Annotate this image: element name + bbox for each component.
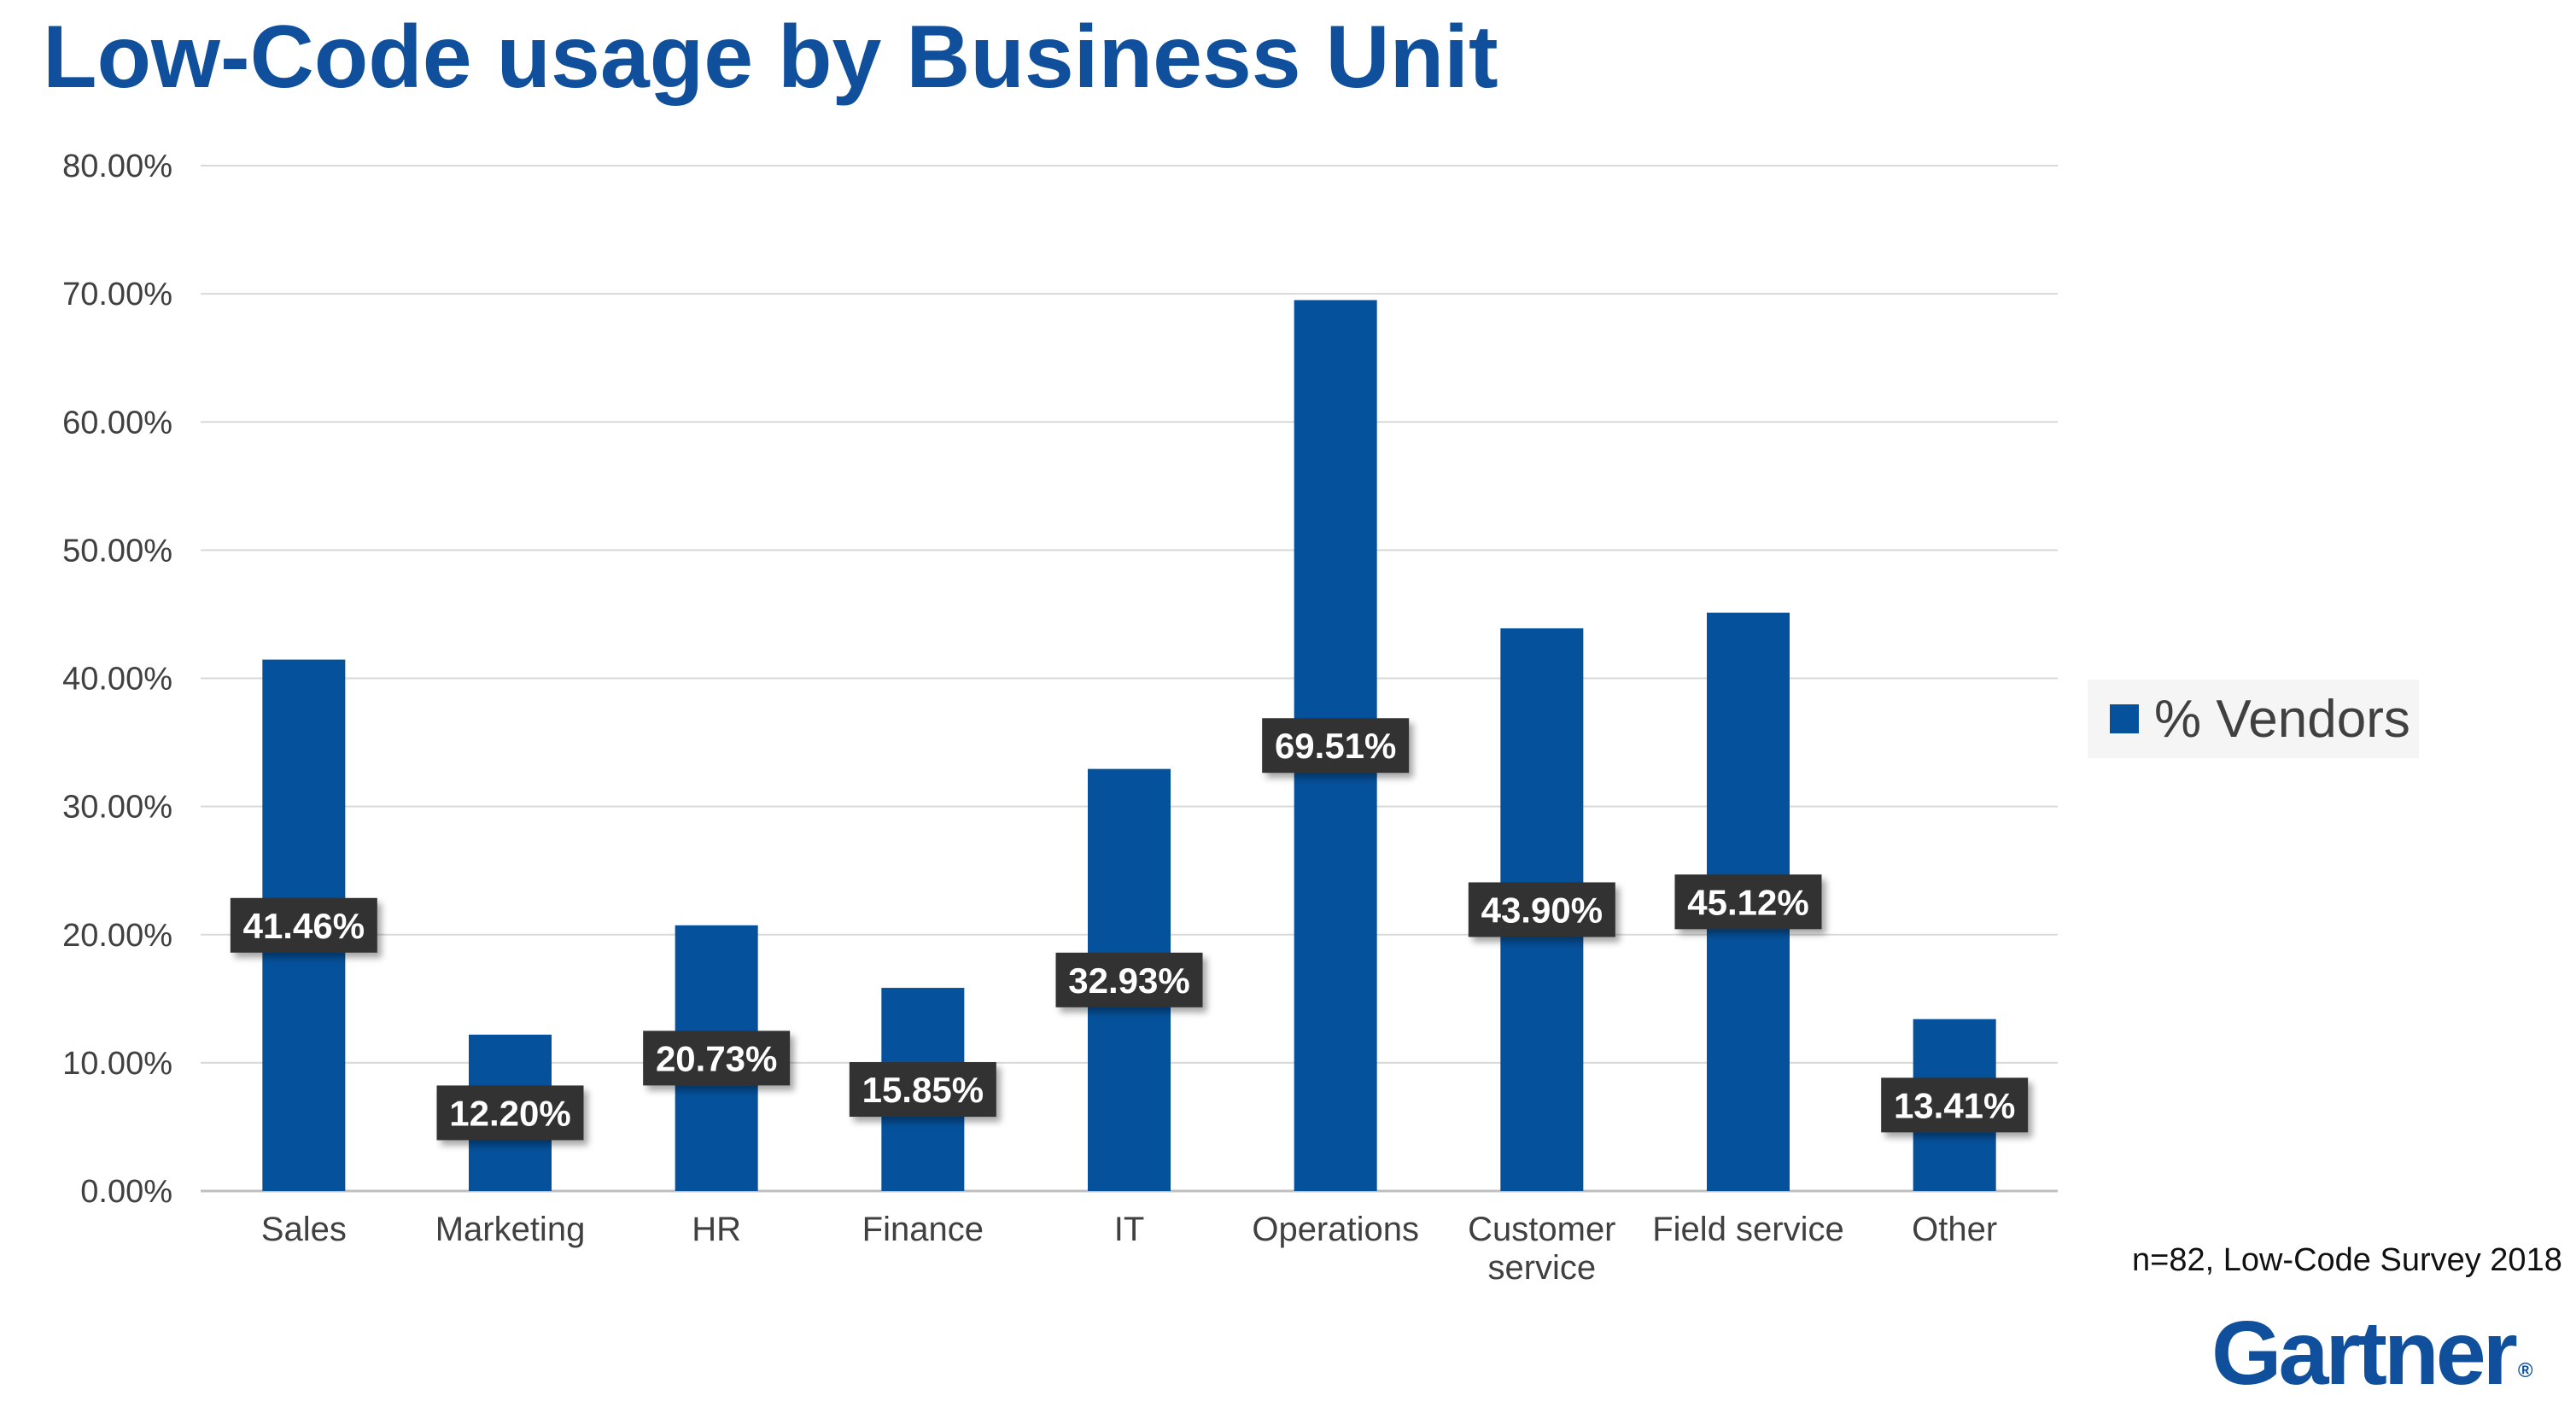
legend-label: % Vendors: [2154, 689, 2410, 749]
data-label: 12.20%: [436, 1085, 584, 1141]
x-tick-label: Field service: [1652, 1211, 1844, 1248]
page-title: Low-Code usage by Business Unit: [43, 8, 1498, 107]
x-tick-label: HR: [692, 1211, 741, 1248]
data-label: 45.12%: [1674, 874, 1822, 930]
data-label: 69.51%: [1262, 718, 1410, 774]
y-tick-label: 40.00%: [62, 662, 172, 698]
data-label-box: [643, 1030, 791, 1086]
data-label: 13.41%: [1881, 1077, 2029, 1133]
data-label-text: 15.85%: [862, 1070, 984, 1110]
y-tick-label: 80.00%: [62, 149, 172, 184]
data-label-box: [1055, 952, 1203, 1007]
y-axis-tick-labels: 0.00% 10.00% 20.00% 30.00% 40.00% 50.00% 60.00…: [62, 149, 172, 1210]
x-tick-label: Finance: [862, 1211, 984, 1248]
y-tick-label: 20.00%: [62, 918, 172, 954]
data-label-box: [1674, 874, 1822, 930]
x-tick-label: Other: [1912, 1211, 1997, 1248]
y-tick-label: 60.00%: [62, 405, 172, 441]
x-tick-label: service: [1487, 1249, 1596, 1287]
legend: % Vendors: [2088, 680, 2419, 758]
data-label-text: 43.90%: [1481, 890, 1603, 930]
data-label: 32.93%: [1055, 952, 1203, 1007]
x-tick-label: Operations: [1252, 1211, 1419, 1248]
data-label-box: [230, 897, 377, 953]
data-label-text: 13.41%: [1894, 1085, 2015, 1125]
gartner-logo: Gartner ®: [2211, 1302, 2533, 1405]
data-label-text: 45.12%: [1687, 882, 1808, 922]
brand-name: Gartner: [2211, 1303, 2518, 1404]
data-labels: 41.46% 12.20% 20.73% 15.85% 32.93% 69.51% 43.9…: [230, 718, 2029, 1141]
x-tick-label: Customer: [1468, 1211, 1615, 1248]
x-axis-tick-labels: Sales Marketing HR Finance IT Operations Custo…: [261, 1211, 1997, 1287]
data-label-text: 12.20%: [449, 1093, 570, 1133]
data-label-box: [1262, 718, 1410, 774]
x-tick-label: Sales: [261, 1211, 347, 1248]
data-label-box: [1881, 1077, 2029, 1133]
data-label: 15.85%: [849, 1062, 996, 1118]
data-label-box: [849, 1062, 996, 1118]
y-tick-label: 10.00%: [62, 1046, 172, 1082]
source-note: n=82, Low-Code Survey 2018: [2132, 1242, 2562, 1278]
data-label: 41.46%: [230, 897, 377, 953]
data-label-text: 41.46%: [243, 906, 365, 946]
data-label-box: [436, 1085, 584, 1141]
y-tick-label: 70.00%: [62, 277, 172, 312]
bars: [262, 300, 1996, 1191]
y-tick-label: 30.00%: [62, 790, 172, 826]
data-label-text: 69.51%: [1275, 726, 1396, 766]
data-label: 43.90%: [1468, 882, 1615, 937]
y-tick-label: 0.00%: [80, 1174, 172, 1210]
data-label-box: [1468, 882, 1615, 937]
data-label-text: 20.73%: [656, 1038, 777, 1078]
x-tick-label: Marketing: [435, 1211, 586, 1248]
x-tick-label: IT: [1114, 1211, 1145, 1248]
registered-mark: ®: [2517, 1359, 2533, 1382]
legend-swatch: [2110, 704, 2139, 733]
data-label-text: 32.93%: [1068, 960, 1189, 1001]
y-tick-label: 50.00%: [62, 533, 172, 569]
data-label: 20.73%: [643, 1030, 791, 1086]
